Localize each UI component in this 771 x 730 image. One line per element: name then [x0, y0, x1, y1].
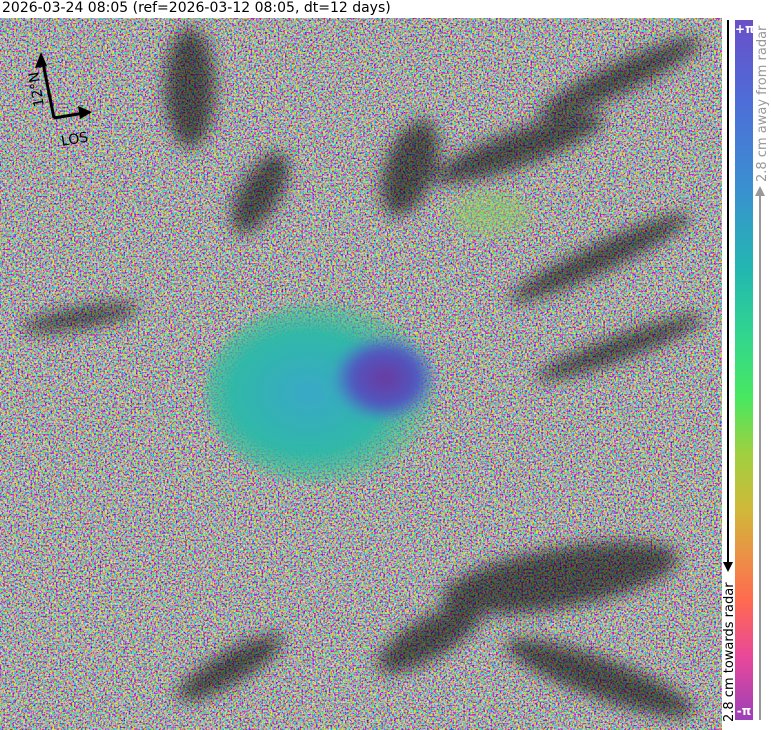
towards-radar-label: 2.8 cm towards radar	[722, 582, 737, 722]
towards-arrow-icon	[723, 562, 733, 572]
away-radar-label: 2.8 cm away from radar	[755, 25, 770, 182]
orientation-indicator: 12°N LOS	[26, 52, 92, 150]
image-title: 2026-03-24 08:05 (ref=2026-03-12 08:05, …	[2, 0, 391, 16]
away-radar-line	[759, 195, 761, 720]
interferogram-map: 12°N LOS	[0, 18, 722, 730]
los-arrow-icon	[53, 111, 85, 120]
north-arrow-icon	[40, 57, 56, 119]
towards-radar-line	[727, 20, 729, 565]
away-arrow-icon	[755, 186, 765, 196]
colorbar-min-label: -π	[736, 704, 752, 718]
deformation-center	[330, 333, 440, 423]
terrain-shading	[20, 28, 705, 718]
los-label: LOS	[60, 129, 90, 150]
phase-colorbar: +π -π	[735, 20, 755, 720]
north-label: 12°N	[26, 71, 48, 109]
colorbar-max-label: +π	[735, 22, 755, 36]
